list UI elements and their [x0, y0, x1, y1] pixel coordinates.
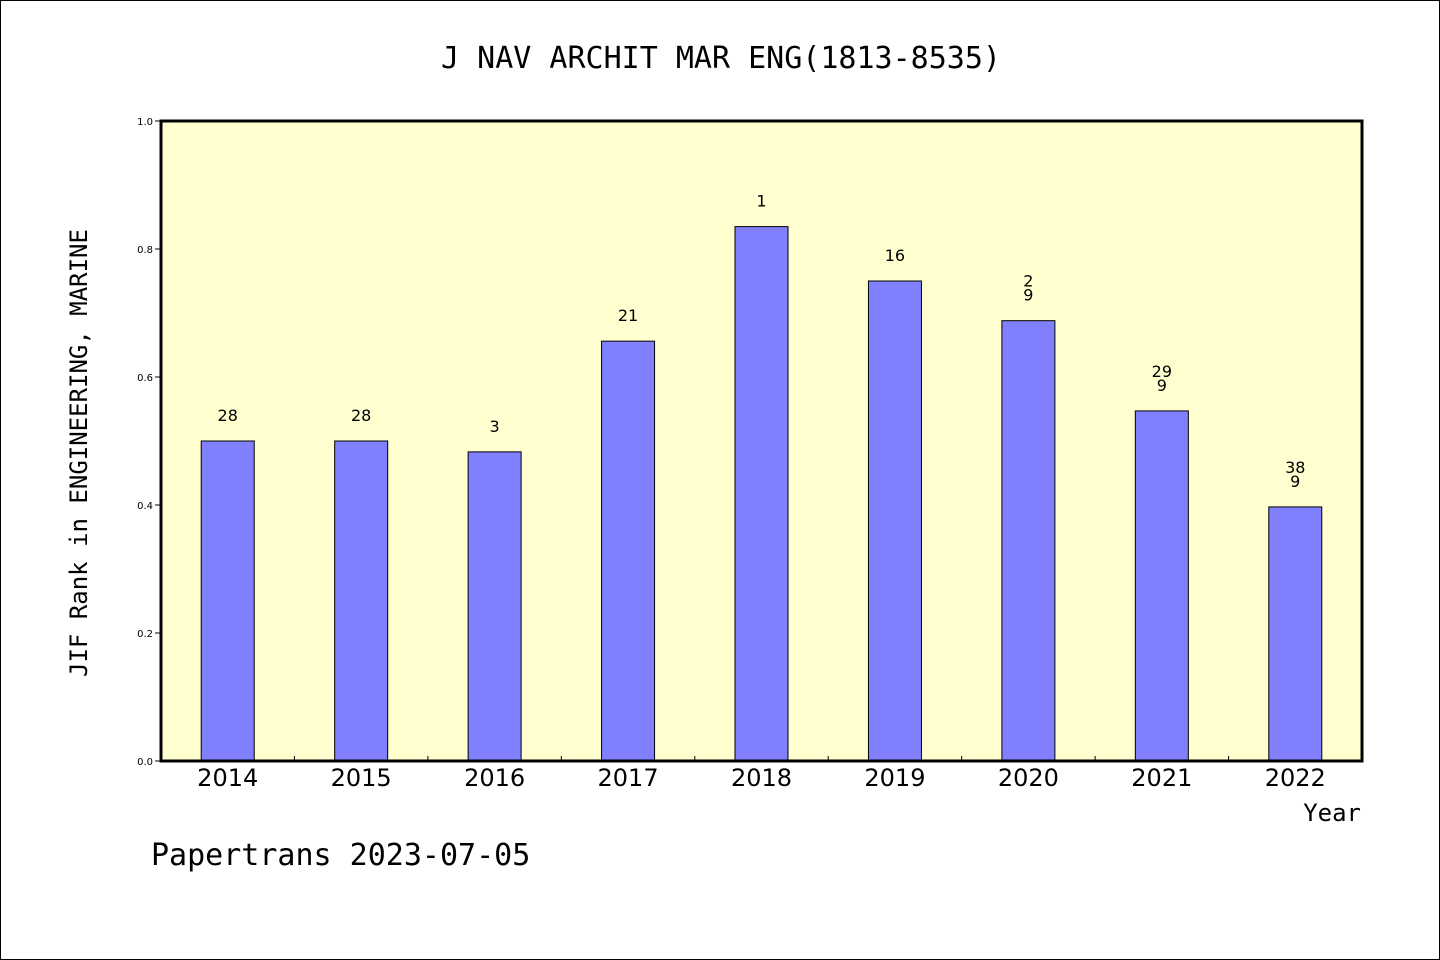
y-tick-label: 0.8: [137, 245, 153, 256]
chart-title: J NAV ARCHIT MAR ENG(1813-8535): [441, 41, 1001, 76]
bar-2021: [1134, 410, 1189, 762]
data-label: 2: [1023, 272, 1033, 291]
bar-2022: [1268, 506, 1323, 762]
data-label: 28: [351, 406, 371, 425]
x-axis-label: Year: [1303, 799, 1361, 827]
x-tick-label: 2022: [1265, 764, 1326, 792]
y-tick-label: 0.0: [137, 757, 153, 768]
data-label: 29: [1152, 362, 1172, 381]
x-tick-label: 2017: [598, 764, 659, 792]
bar-2016: [467, 451, 522, 762]
data-label: 9: [1023, 286, 1033, 305]
y-tick-label: 1.0: [137, 117, 153, 128]
data-label: 38: [1285, 458, 1305, 477]
bar-2015: [334, 440, 389, 762]
y-tick-label: 0.2: [137, 629, 153, 640]
data-label: 9: [1157, 376, 1167, 395]
x-tick-label: 2015: [331, 764, 392, 792]
data-label: 1: [756, 192, 766, 211]
bar-2019: [867, 280, 922, 762]
data-label: 9: [1290, 472, 1300, 491]
y-tick-label: 0.4: [137, 501, 153, 512]
y-tick-label: 0.6: [137, 373, 153, 384]
data-label: 28: [218, 406, 238, 425]
x-tick-label: 2019: [864, 764, 925, 792]
plot-frame: [159, 119, 1364, 763]
data-label: 3: [490, 417, 500, 436]
footer-credit: Papertrans 2023-07-05: [151, 838, 530, 873]
data-label: 21: [618, 306, 638, 325]
y-axis: 0.0 0.2 0.4 0.6 0.8 1.0: [137, 117, 161, 768]
x-tick-label: 2020: [998, 764, 1059, 792]
x-tick-label: 2016: [464, 764, 525, 792]
x-tick-label: 2014: [197, 764, 258, 792]
x-tick-label: 2018: [731, 764, 792, 792]
data-label: 16: [885, 246, 905, 265]
y-axis-label: JIF Rank in ENGINEERING, MARINE: [65, 229, 93, 677]
x-axis: 2014 2015 2016 2017 2018 2019 2020 2021 2022: [197, 756, 1326, 792]
bar-2017: [601, 340, 656, 762]
x-tick-label: 2021: [1131, 764, 1192, 792]
bar-2018: [734, 226, 789, 762]
bars-group: [200, 226, 1323, 762]
bar-2020: [1001, 320, 1056, 762]
bar-2014: [200, 440, 255, 762]
